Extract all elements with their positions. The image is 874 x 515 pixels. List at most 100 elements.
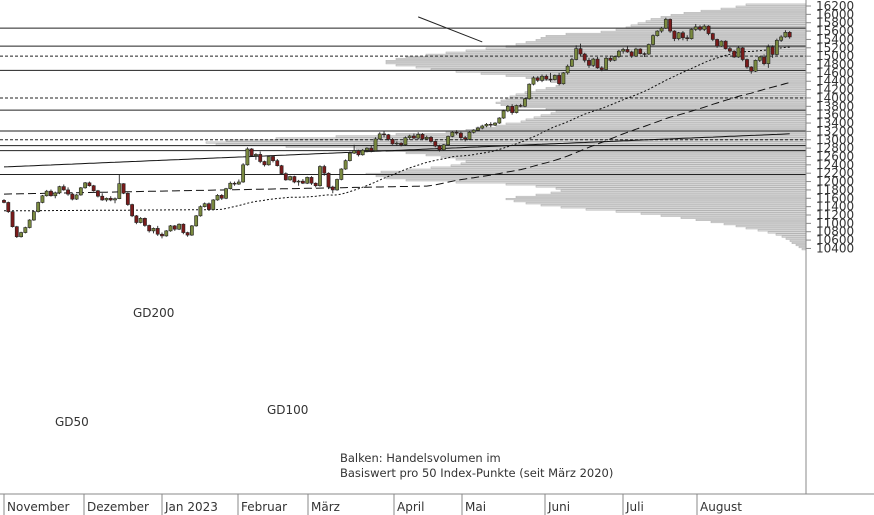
y-tick-label: 10400 — [816, 241, 854, 255]
volume-bar — [524, 91, 807, 94]
candle-body — [621, 49, 626, 52]
y-tick-label: 10800 — [816, 225, 854, 239]
candle-body — [326, 172, 331, 188]
candle-body — [330, 186, 335, 191]
candle-body — [548, 78, 553, 81]
candle-body — [668, 19, 673, 32]
x-tick-label: August — [700, 500, 742, 514]
candle-body — [352, 150, 357, 154]
volume-bar — [785, 237, 807, 240]
volume-bar — [535, 193, 807, 196]
volume-bar — [505, 183, 807, 186]
candle-body — [164, 230, 169, 237]
candle-body — [61, 186, 66, 191]
candle-body — [407, 135, 412, 138]
candle-body — [663, 19, 668, 29]
candle-body — [565, 65, 570, 74]
candle-body — [185, 232, 190, 236]
candle-body — [582, 53, 587, 61]
candle-body — [458, 132, 463, 138]
y-tick-label: 13600 — [816, 108, 854, 122]
y-tick-label: 14200 — [816, 83, 854, 97]
volume-bar — [757, 229, 807, 232]
trendline — [418, 16, 483, 43]
candle-body — [578, 48, 583, 55]
volume-bar — [515, 106, 807, 109]
volume-bar — [670, 14, 807, 17]
candle-body — [437, 145, 442, 151]
candle-body — [377, 133, 382, 140]
volume-bar — [285, 145, 807, 148]
candle-body — [382, 133, 386, 136]
candle-body — [254, 154, 258, 156]
candle-body — [762, 56, 766, 64]
volume-bar — [515, 195, 807, 198]
candle-body — [599, 67, 604, 70]
candle-body — [727, 48, 732, 52]
volume-bar — [700, 9, 807, 12]
candle-body — [66, 189, 70, 195]
candle-body — [125, 192, 130, 205]
candle-body — [83, 182, 88, 189]
candle-body — [19, 232, 23, 238]
candle-body — [681, 32, 685, 39]
volume-bar — [505, 122, 807, 125]
candle-body — [44, 190, 49, 197]
candle-body — [625, 49, 630, 53]
volume-bar — [600, 30, 807, 33]
candle-body — [505, 106, 510, 112]
volume-bar — [683, 12, 807, 15]
candle-body — [587, 60, 591, 66]
candle-body — [518, 105, 523, 107]
candle-body — [476, 127, 480, 131]
x-tick-label: Juli — [625, 500, 644, 514]
volume-bar — [735, 5, 807, 8]
candle-body — [87, 182, 92, 187]
candle-body — [356, 150, 361, 156]
candle-body — [181, 223, 186, 233]
gd50-line — [4, 46, 790, 212]
candle-body — [651, 35, 655, 45]
candle-body — [10, 211, 15, 228]
y-tick-label: 16000 — [816, 7, 854, 21]
candle-body — [121, 183, 126, 194]
candle-body — [757, 56, 762, 61]
candle-body — [228, 182, 233, 189]
volume-bar — [745, 227, 807, 230]
candle-body — [313, 182, 318, 187]
x-tick-label: Mai — [465, 500, 486, 514]
volume-bar — [275, 137, 807, 140]
volume-bar — [735, 225, 807, 228]
candle-body — [557, 75, 562, 85]
candle-body — [655, 30, 660, 36]
volume-bar — [495, 101, 807, 104]
volume-bar — [795, 244, 807, 247]
candle-body — [309, 177, 314, 184]
candle-body — [454, 131, 459, 134]
candle-body — [194, 215, 199, 227]
candle-body — [450, 131, 455, 137]
candle-body — [262, 161, 267, 166]
candle-body — [296, 180, 301, 183]
volume-bar — [555, 187, 807, 190]
y-tick-label: 15600 — [816, 24, 854, 38]
y-tick-label: 14600 — [816, 66, 854, 80]
candle-body — [638, 48, 643, 54]
candle-body — [595, 58, 600, 69]
candle-body — [570, 59, 574, 67]
volume-bar — [455, 70, 807, 73]
y-tick-label: 11800 — [816, 183, 854, 197]
candle-body — [160, 233, 164, 237]
volume-bar — [535, 39, 807, 42]
gd100-line — [3, 82, 790, 195]
volume-bar — [560, 206, 807, 209]
candle-body — [339, 168, 344, 180]
volume-bar — [425, 53, 807, 56]
volume-bar — [385, 177, 807, 180]
volume-bar — [650, 18, 807, 21]
candle-body — [305, 177, 310, 184]
y-tick-label: 15400 — [816, 32, 854, 46]
y-tick-label: 12600 — [816, 150, 854, 164]
candle-body — [646, 44, 651, 55]
volume-bar — [745, 3, 807, 6]
